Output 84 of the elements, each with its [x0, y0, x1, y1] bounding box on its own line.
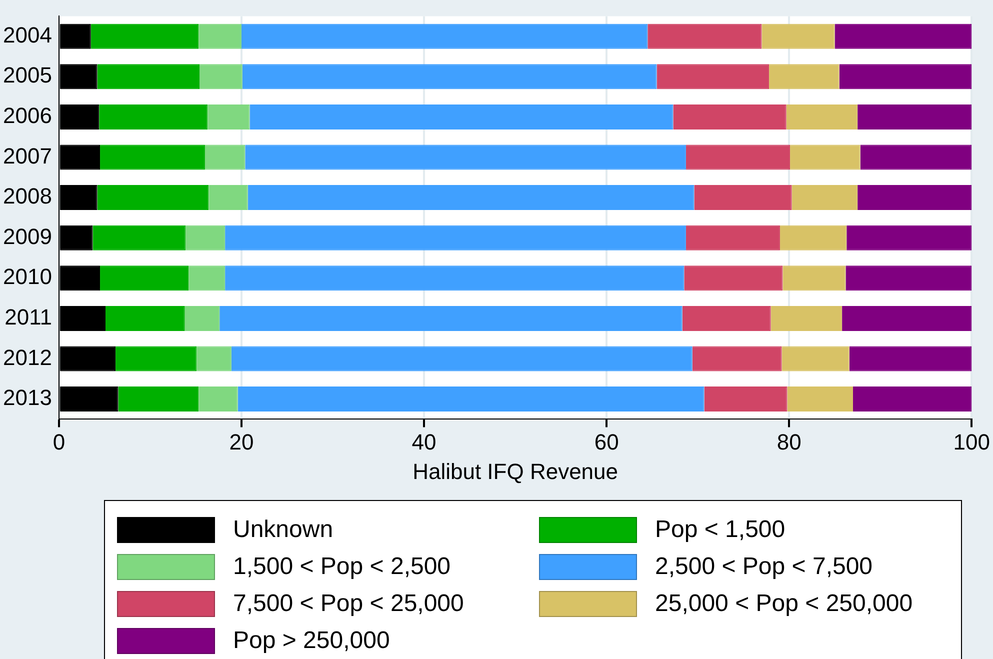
bar: [780, 225, 847, 250]
bar: [245, 144, 686, 170]
bar: [849, 346, 972, 372]
bar: [682, 306, 771, 331]
y-tick-label: 2009: [2, 224, 52, 249]
bar: [116, 346, 197, 372]
bar: [184, 306, 220, 331]
bar: [241, 24, 648, 49]
bar: [792, 185, 858, 210]
bar: [858, 104, 972, 130]
y-tick-label: 2004: [2, 22, 52, 48]
bar: [92, 225, 186, 250]
bar: [787, 386, 853, 412]
bar: [196, 346, 232, 372]
bar: [100, 144, 205, 170]
x-tick-label: 0: [52, 429, 66, 454]
x-tick-label: 80: [776, 429, 802, 454]
bar: [769, 64, 840, 90]
bar: [834, 24, 972, 49]
bar: [673, 104, 786, 130]
bar: [225, 266, 684, 291]
bar: [694, 185, 792, 210]
bar: [842, 306, 972, 331]
y-tick-label: 2011: [4, 304, 52, 330]
bar: [790, 144, 860, 170]
bar: [250, 104, 674, 130]
bar: [188, 266, 226, 291]
bar: [208, 104, 250, 130]
bar: [656, 64, 770, 90]
legend-label: 25,000 < Pop < 250,000: [655, 590, 913, 618]
bar: [786, 104, 858, 130]
legend-label: 2,500 < Pop < 7,500: [655, 552, 873, 580]
y-tick-label: 2012: [2, 344, 52, 370]
x-axis-title: Halibut IFQ Revenue: [412, 458, 618, 484]
bar: [90, 24, 199, 49]
bar: [248, 185, 694, 210]
bar: [97, 64, 200, 90]
bar: [97, 185, 209, 210]
y-tick-label: 2010: [2, 264, 52, 290]
legend-label: Pop < 1,500: [655, 516, 786, 544]
bar: [204, 144, 246, 170]
legend-label: Unknown: [233, 516, 334, 544]
x-tick-label: 20: [229, 429, 254, 454]
y-tick-label: 2007: [2, 143, 52, 168]
bar: [225, 225, 686, 250]
bar: [692, 346, 782, 372]
bar: [208, 185, 248, 210]
bar: [100, 266, 189, 291]
bar: [770, 306, 842, 331]
bar: [198, 386, 238, 412]
bar: [858, 185, 972, 210]
x-tick-label: 60: [594, 429, 619, 454]
y-tick-label: 2008: [2, 184, 52, 209]
bar: [852, 386, 972, 412]
bar: [198, 24, 242, 49]
bar: [105, 306, 185, 331]
y-tick-label: 2013: [2, 385, 52, 410]
bar: [839, 64, 972, 90]
bar: [686, 144, 790, 170]
y-tick-label: 2005: [2, 62, 52, 88]
y-tick-label: 2006: [2, 103, 52, 128]
bar: [762, 24, 835, 49]
bar: [238, 386, 704, 412]
x-tick-label: 100: [953, 429, 990, 454]
bar: [118, 386, 199, 412]
x-tick-label: 40: [412, 429, 436, 454]
bar: [782, 266, 846, 291]
legend-label: 1,500 < Pop < 2,500: [233, 552, 451, 580]
bar: [846, 266, 972, 291]
bar: [200, 64, 242, 90]
bar: [242, 64, 657, 90]
bar: [782, 346, 850, 372]
bar: [686, 225, 780, 250]
bar: [231, 346, 692, 372]
bar: [648, 24, 762, 49]
bar: [684, 266, 783, 291]
bar: [186, 225, 226, 250]
legend-label: Pop > 250,000: [233, 626, 390, 654]
legend-label: 7,500 < Pop < 25,000: [233, 590, 464, 618]
bar: [860, 144, 972, 170]
bar: [220, 306, 682, 331]
bar: [704, 386, 788, 412]
bar: [846, 225, 972, 250]
bar: [99, 104, 208, 130]
